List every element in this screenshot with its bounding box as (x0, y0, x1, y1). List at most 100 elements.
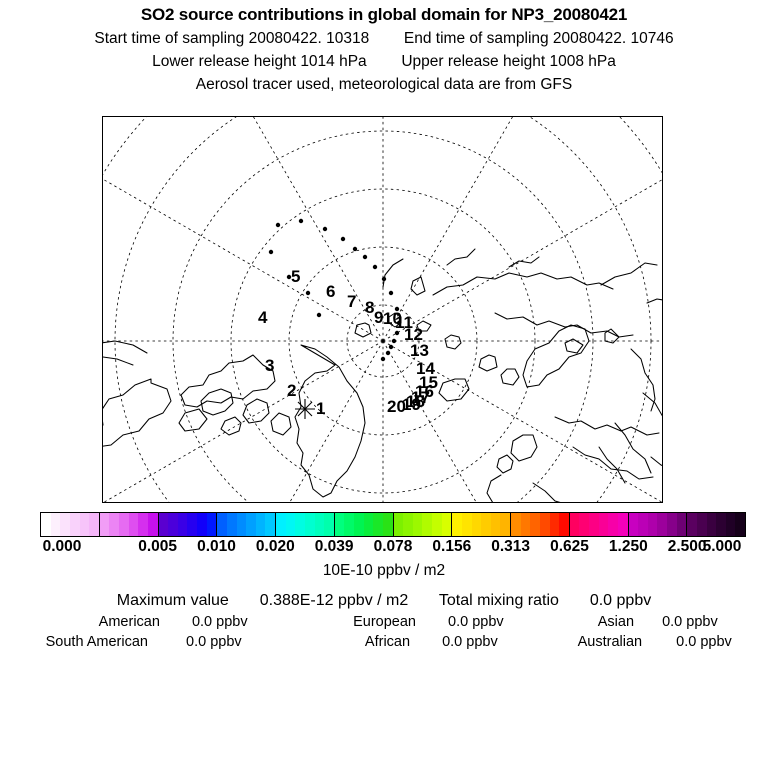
colorbar-step-8-3 (539, 513, 550, 536)
release-site-marker (295, 399, 315, 419)
colorbar-step-10-0 (628, 513, 639, 536)
trajectory-point-label-1: 1 (316, 399, 326, 418)
trajectory-point-label-3: 3 (265, 356, 275, 375)
colorbar-step-2-5 (206, 513, 217, 536)
colorbar-step-7-0 (452, 513, 462, 536)
colorbar-band-8 (511, 513, 570, 536)
colorbar-step-10-1 (638, 513, 648, 536)
colorbar-band-5 (334, 513, 394, 536)
colorbar-step-5-5 (382, 513, 393, 536)
trajectory-point-label-2: 2 (287, 381, 297, 400)
trajectory-point-label-12: 12 (404, 325, 423, 344)
upper-release-label: Upper release height 1008 hPa (401, 53, 616, 70)
colorbar-step-9-5 (617, 513, 628, 536)
maximum-value-label: Maximum value (116, 592, 229, 609)
colorbar-step-10-3 (657, 513, 667, 536)
region-value-australian: 0.0 ppbv (676, 634, 732, 650)
colorbar-step-3-0 (217, 513, 227, 536)
trajectory-point-label-17: 17 (411, 388, 430, 407)
colorbar-step-11-3 (716, 513, 726, 536)
lower-release-label: Lower release height 1014 hPa (152, 53, 367, 70)
colorbar-step-10-2 (647, 513, 658, 536)
colorbar-step-3-2 (236, 513, 247, 536)
colorbar-step-8-1 (520, 513, 531, 536)
colorbar-step-0-4 (79, 513, 90, 536)
region-name-asian: Asian (597, 614, 635, 630)
colorbar-step-6-0 (393, 513, 404, 536)
colorbar-step-0-0 (41, 513, 51, 536)
trajectory-point-label-9: 9 (374, 308, 384, 327)
colorbar-step-4-4 (314, 513, 325, 536)
sampling-time-line: Start time of sampling 20080422. 10318 E… (0, 30, 768, 48)
colorbar-tick-0.020: 0.020 (255, 538, 295, 555)
trajectory-point-label-4: 4 (258, 308, 268, 327)
colorbar-band-0 (41, 513, 100, 536)
colorbar-step-1-2 (119, 513, 129, 536)
colorbar-step-2-4 (197, 513, 207, 536)
colorbar-band-6 (393, 513, 453, 536)
trajectory-point-label-11: 11 (395, 313, 413, 332)
colorbar-step-4-1 (285, 513, 296, 536)
colorbar-step-2-2 (177, 513, 188, 536)
maximum-value: 0.388E-12 ppbv / m2 (259, 592, 409, 609)
colorbar[interactable] (40, 512, 746, 537)
colorbar-band-7 (452, 513, 511, 536)
colorbar-step-10-5 (676, 513, 687, 536)
trajectory-point-label-18: 18 (406, 392, 425, 411)
page-title: SO2 source contributions in global domai… (140, 5, 628, 24)
colorbar-step-1-0 (99, 513, 110, 536)
colorbar-step-7-1 (461, 513, 472, 536)
colorbar-step-4-0 (276, 513, 286, 536)
colorbar-band-3 (217, 513, 276, 536)
trajectory-point-label-19: 19 (402, 395, 421, 414)
colorbar-step-3-5 (265, 513, 275, 536)
colorbar-step-5-3 (363, 513, 374, 536)
colorbar-tick-0.039: 0.039 (314, 538, 354, 555)
region-row-north: American 0.0 ppbv European 0.0 ppbv Asia… (0, 614, 768, 630)
colorbar-step-9-0 (569, 513, 580, 536)
graticule-layer (103, 117, 662, 502)
colorbar-unit-label: 10E-10 ppbv / m2 (322, 562, 446, 579)
colorbar-tick-labels: 0.000 0.005 0.010 0.020 0.039 0.078 0.156 0.313… (40, 538, 746, 557)
colorbar-tick-0.005: 0.005 (138, 538, 178, 555)
colorbar-step-1-4 (138, 513, 148, 536)
map-panel[interactable]: 1 2 3 4 5 6 7 8 9 10 11 12 13 14 15 16 17 18 19 20 (102, 116, 663, 503)
colorbar-step-7-5 (500, 513, 510, 536)
colorbar-band-2 (158, 513, 218, 536)
colorbar-tick-0.156: 0.156 (432, 538, 472, 555)
colorbar-step-6-3 (422, 513, 432, 536)
colorbar-tick-0.313: 0.313 (491, 538, 531, 555)
colorbar-step-5-4 (373, 513, 383, 536)
colorbar-step-1-1 (109, 513, 119, 536)
colorbar-step-4-5 (324, 513, 334, 536)
colorbar-step-6-2 (412, 513, 423, 536)
max-and-total-row: Maximum value 0.388E-12 ppbv / m2 Total … (0, 592, 768, 610)
end-time-label: End time of sampling 20080422. 10746 (403, 30, 674, 47)
colorbar-step-8-2 (530, 513, 540, 536)
colorbar-band-9 (569, 513, 629, 536)
colorbar-step-5-0 (334, 513, 345, 536)
colorbar-step-9-1 (579, 513, 589, 536)
trajectory-point-label-6: 6 (326, 282, 336, 301)
region-name-european: European (353, 614, 416, 630)
colorbar-step-2-0 (158, 513, 169, 536)
region-row-south: South American 0.0 ppbv African 0.0 ppbv… (0, 634, 768, 650)
region-name-african: African (364, 634, 411, 650)
colorbar-step-4-3 (304, 513, 315, 536)
colorbar-band-4 (276, 513, 335, 536)
colorbar-band-10 (628, 513, 688, 536)
colorbar-step-6-1 (403, 513, 413, 536)
colorbar-step-3-4 (255, 513, 266, 536)
colorbar-tick-1.250: 1.250 (608, 538, 648, 555)
colorbar-step-11-2 (706, 513, 717, 536)
colorbar-step-1-3 (128, 513, 139, 536)
colorbar-band-1 (99, 513, 159, 536)
trajectory-point-label-20: 20 (387, 397, 406, 416)
colorbar-step-6-4 (432, 513, 442, 536)
colorbar-step-5-1 (344, 513, 354, 536)
trajectory-point-label-10: 10 (383, 309, 402, 328)
start-time-label: Start time of sampling 20080422. 10318 (94, 30, 370, 47)
total-mixing-ratio-label: Total mixing ratio (438, 592, 559, 609)
region-value-european: 0.0 ppbv (448, 614, 504, 630)
colorbar-step-9-3 (598, 513, 609, 536)
